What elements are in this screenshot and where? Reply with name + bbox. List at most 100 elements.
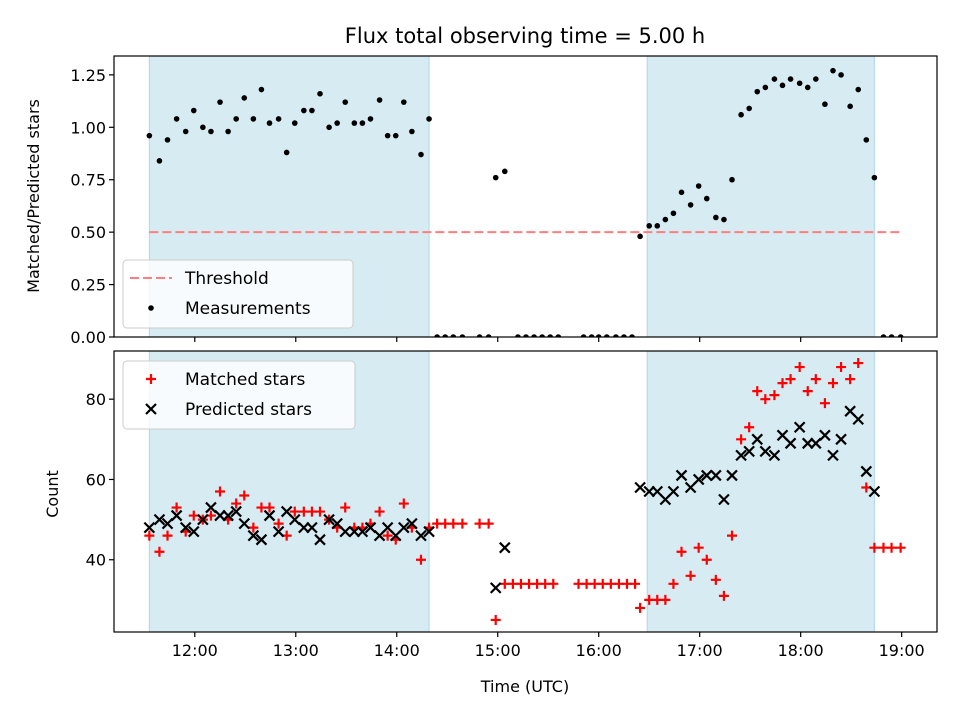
measurements-point-84 [871,174,878,181]
predicted-stars-point-33 [415,529,427,542]
measurements-point-13 [250,116,257,122]
predicted-stars-point-5 [179,521,192,534]
series-predicted-stars [143,405,881,594]
predicted-stars-point-20 [306,521,318,534]
measurements-point-52 [603,334,610,337]
measurements-point-7 [200,124,206,131]
predicted-stars-point-13 [247,529,260,542]
measurements-point-30 [392,132,399,139]
legend-entry-threshold: Threshold [130,269,269,289]
predicted-stars-point-55 [784,437,797,450]
series-measurements [146,67,904,337]
legend: Matched stars Predicted stars [122,360,356,430]
legend-label-measurements: Measurements [185,299,311,319]
measurements-point-61 [678,189,685,196]
measurements-point-23 [334,120,340,126]
matched-stars-point-11 [231,498,242,509]
measurements-point-5 [182,128,189,135]
matched-stars-point-65 [701,554,712,565]
measurements-point-72 [771,76,778,82]
matched-stars-point-2 [154,546,165,557]
predicted-stars-point-37 [634,481,646,494]
measurements-point-73 [779,82,786,89]
y-tick-label-1: 0.00 [70,328,106,347]
y-tick-label-1: 40 [86,551,106,570]
legend-dot-marker [148,305,154,311]
predicted-stars-point-41 [667,485,680,498]
predicted-stars-point-10 [222,509,234,522]
predicted-stars-point-3 [161,517,174,530]
measurements-point-14 [258,86,265,93]
legend-label-threshold: Threshold [184,269,269,289]
measurements-point-56 [637,233,643,240]
matched-stars-point-70 [744,422,755,433]
predicted-stars-point-12 [238,517,251,530]
measurements-point-58 [654,223,661,229]
matched-stars-point-3 [162,530,173,541]
predicted-stars-point-2 [153,513,166,526]
y-tick-label-2: 0.25 [70,276,106,295]
measurements-point-44 [523,334,529,337]
measurements-point-59 [662,216,669,223]
measurements-point-19 [301,107,307,114]
measurements-point-62 [687,202,694,208]
matched-stars-point-39 [474,518,485,529]
matched-stars-point-28 [374,506,385,517]
matched-stars-point-31 [398,498,409,509]
matched-stars-point-62 [676,546,687,557]
measurements-point-16 [275,116,282,122]
matched-stars-point-16 [273,518,284,529]
measurements-point-40 [485,334,492,337]
predicted-stars-point-11 [230,505,242,518]
measurements-point-60 [670,210,677,217]
predicted-stars-point-21 [314,533,326,546]
matched-stars-point-79 [819,398,830,409]
matched-stars-point-77 [802,386,813,397]
x-tick-label-2: 13:00 [273,641,319,660]
matched-stars-point-83 [853,358,864,369]
measurements-point-34 [426,116,432,122]
matched-stars-point-75 [785,374,796,385]
matched-stars-point-12 [239,490,250,501]
y-tick-label-2: 60 [86,470,106,489]
x-tick-label-5: 16:00 [576,641,622,660]
measurements-point-24 [342,99,349,105]
matched-stars-point-24 [340,502,351,513]
top-y-axis-label: Matched/Predicted stars [24,99,43,293]
measurements-point-15 [266,120,273,126]
x-tick-label-3: 14:00 [374,641,420,660]
measurements-point-53 [613,334,619,337]
predicted-stars-point-49 [735,449,747,462]
predicted-stars-point-22 [323,513,335,526]
measurements-point-8 [208,128,214,135]
shaded-window-2 [646,350,875,633]
matched-stars-point-67 [718,590,729,601]
measurements-point-4 [173,116,180,122]
predicted-stars-point-16 [272,525,285,538]
measurements-point-76 [804,84,811,91]
plot-frame [113,350,938,633]
predicted-stars-point-15 [263,509,276,522]
legend-entry-predicted-stars: Predicted stars [145,400,312,420]
measurements-point-35 [434,334,440,337]
measurements-point-55 [629,334,635,337]
x-tick-label-7: 18:00 [778,641,824,660]
predicted-stars-point-47 [718,493,730,506]
measurements-point-42 [501,168,508,175]
predicted-stars-point-46 [710,469,722,482]
measurements-point-80 [838,72,844,78]
measurements-point-20 [309,107,315,114]
predicted-stars-point-27 [364,521,377,534]
measurements-point-45 [531,334,537,337]
measurements-point-49 [580,334,587,337]
matched-stars-point-21 [315,506,326,517]
predicted-stars-point-14 [255,533,268,546]
predicted-stars-point-18 [288,513,301,526]
matched-stars-point-29 [382,530,393,541]
measurements-point-85 [880,334,887,337]
measurements-point-67 [729,176,735,183]
measurements-point-75 [796,80,803,87]
matched-stars-point-41 [490,614,501,625]
measurements-point-11 [233,116,239,122]
